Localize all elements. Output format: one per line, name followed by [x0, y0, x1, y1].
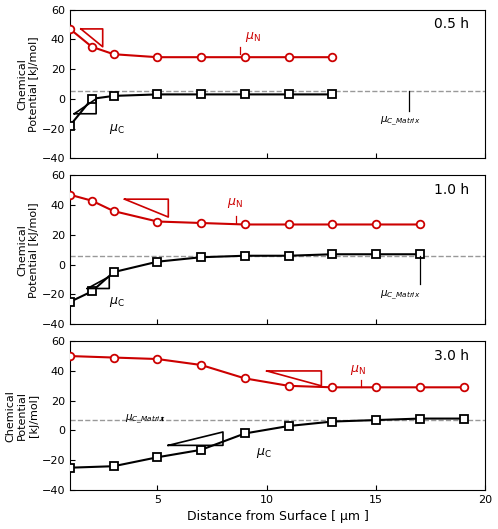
Y-axis label: Chemical
Potential
[kJ/mol]: Chemical Potential [kJ/mol] — [5, 390, 39, 442]
X-axis label: Distance from Surface [ μm ]: Distance from Surface [ μm ] — [187, 510, 369, 523]
Text: $\mu_\mathrm{N}$: $\mu_\mathrm{N}$ — [350, 363, 366, 377]
Text: 0.5 h: 0.5 h — [434, 17, 469, 31]
Y-axis label: Chemical
Potential [kJ/mol]: Chemical Potential [kJ/mol] — [17, 202, 39, 298]
Text: $\mu_{C\_Matrix}$: $\mu_{C\_Matrix}$ — [380, 288, 421, 302]
Text: $\mu_\mathrm{N}$: $\mu_\mathrm{N}$ — [228, 196, 243, 209]
Y-axis label: Chemical
Potential [kJ/mol]: Chemical Potential [kJ/mol] — [17, 36, 39, 132]
Text: $\mu_\mathrm{N}$: $\mu_\mathrm{N}$ — [245, 30, 260, 44]
Text: $\mu_\mathrm{C}$: $\mu_\mathrm{C}$ — [109, 295, 125, 309]
Text: $\mu_{C\_Matrix}$: $\mu_{C\_Matrix}$ — [124, 413, 165, 426]
Text: $\mu_\mathrm{C}$: $\mu_\mathrm{C}$ — [256, 446, 271, 460]
Text: 1.0 h: 1.0 h — [434, 183, 469, 197]
Text: $\mu_{C\_Matrix}$: $\mu_{C\_Matrix}$ — [380, 115, 421, 129]
Text: $\mu_\mathrm{C}$: $\mu_\mathrm{C}$ — [109, 122, 125, 136]
Text: 3.0 h: 3.0 h — [434, 349, 469, 362]
